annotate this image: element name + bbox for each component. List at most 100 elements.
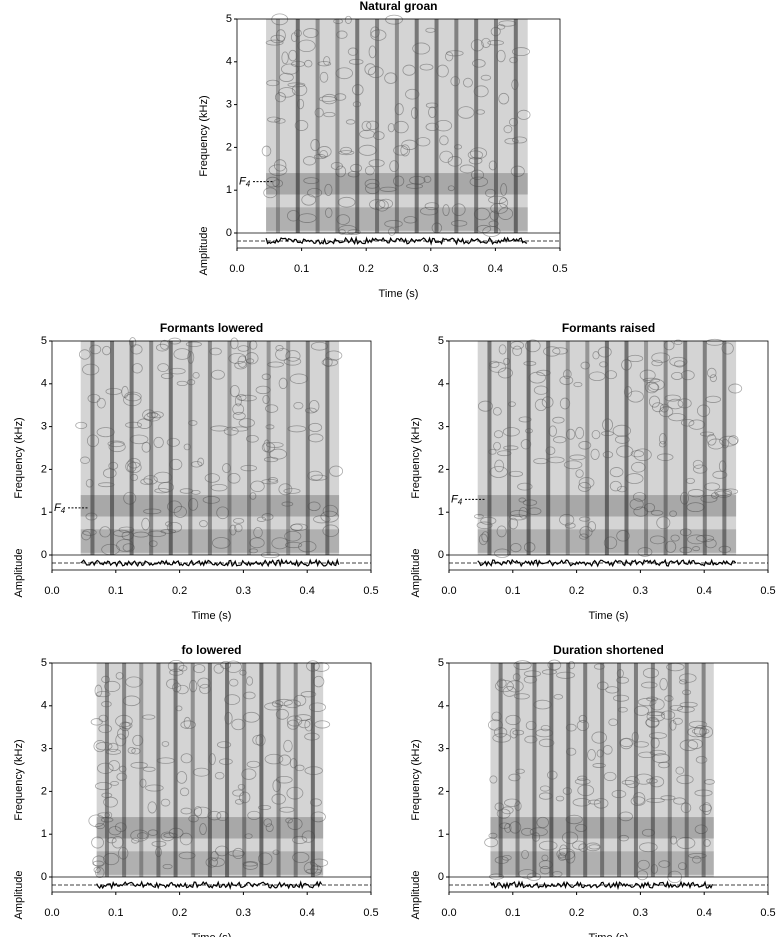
- texture-blob: [271, 537, 289, 550]
- texture-blob: [106, 837, 117, 844]
- texture-blob: [110, 780, 119, 786]
- texture-blob: [229, 678, 239, 687]
- texture-blob: [325, 350, 343, 361]
- texture-blob: [592, 351, 600, 360]
- x-tick-label: 0.5: [760, 585, 775, 597]
- texture-blob: [265, 404, 279, 413]
- texture-blob: [637, 859, 650, 870]
- texture-blob: [314, 720, 331, 729]
- texture-blob: [712, 470, 728, 479]
- texture-blob: [512, 729, 525, 736]
- texture-blob: [647, 383, 660, 392]
- texture-blob: [151, 840, 167, 847]
- texture-blob: [621, 780, 635, 785]
- texture-blob: [373, 131, 385, 140]
- formant-band: [80, 529, 340, 553]
- texture-blob: [454, 144, 463, 150]
- texture-blob: [275, 698, 293, 706]
- texture-blob: [488, 832, 498, 839]
- texture-blob: [368, 45, 377, 59]
- texture-blob: [279, 72, 294, 82]
- striation: [434, 19, 439, 233]
- texture-blob: [673, 339, 683, 345]
- texture-blob: [237, 355, 247, 368]
- texture-blob: [262, 394, 270, 404]
- texture-blob: [306, 660, 320, 672]
- texture-blob: [500, 183, 508, 196]
- texture-blob: [142, 714, 156, 720]
- texture-blob: [511, 79, 519, 90]
- striation: [305, 341, 310, 555]
- y-tick-label: 1: [41, 828, 47, 840]
- texture-blob: [364, 165, 375, 176]
- texture-blob: [565, 814, 583, 825]
- texture-blob: [244, 833, 253, 839]
- texture-blob: [488, 220, 499, 227]
- texture-blob: [93, 866, 101, 873]
- texture-blob: [127, 747, 136, 754]
- texture-blob: [285, 541, 303, 549]
- texture-blob: [504, 137, 519, 145]
- texture-blob: [436, 64, 449, 78]
- texture-blob: [169, 668, 184, 676]
- texture-blob: [79, 349, 91, 360]
- texture-blob: [510, 341, 525, 350]
- texture-blob: [361, 120, 372, 132]
- texture-blob: [490, 26, 501, 37]
- texture-blob: [278, 377, 288, 390]
- texture-blob: [442, 204, 450, 217]
- texture-blob: [634, 773, 654, 785]
- x-axis-label: Time (s): [589, 932, 629, 937]
- texture-blob: [359, 129, 375, 139]
- signal-extent: [266, 19, 528, 233]
- texture-blob: [300, 691, 317, 698]
- texture-blob: [405, 88, 420, 100]
- annotation-subscript: 4: [246, 180, 251, 189]
- texture-blob: [154, 488, 170, 494]
- texture-blob: [160, 798, 171, 807]
- texture-blob: [428, 106, 437, 118]
- texture-blob: [213, 663, 224, 674]
- texture-blob: [629, 498, 644, 511]
- striation: [247, 341, 252, 555]
- texture-blob: [575, 469, 584, 478]
- x-tick-label: 0.4: [697, 907, 712, 919]
- texture-blob: [565, 723, 577, 732]
- texture-blob: [204, 473, 220, 483]
- y-tick-label: 5: [438, 657, 444, 669]
- texture-blob: [216, 506, 230, 520]
- texture-blob: [208, 753, 216, 766]
- texture-blob: [580, 361, 591, 370]
- texture-blob: [494, 459, 505, 473]
- texture-blob: [525, 339, 541, 353]
- texture-blob: [111, 836, 124, 849]
- texture-blob: [163, 832, 178, 839]
- waveform: [477, 558, 737, 568]
- texture-blob: [535, 728, 554, 738]
- texture-blob: [504, 798, 521, 807]
- texture-blob: [627, 354, 644, 363]
- texture-blob: [337, 196, 356, 208]
- x-tick-label: 0.1: [505, 907, 520, 919]
- texture-blob: [257, 804, 272, 811]
- texture-blob: [728, 383, 743, 394]
- striation: [617, 663, 622, 877]
- texture-blob: [501, 806, 514, 815]
- texture-blob: [424, 202, 440, 211]
- texture-blob: [402, 64, 416, 76]
- texture-blob: [553, 436, 567, 444]
- texture-blob: [669, 719, 677, 731]
- texture-blob: [294, 119, 309, 131]
- y-tick-label: 3: [226, 99, 232, 111]
- texture-blob: [161, 741, 170, 747]
- texture-blob: [536, 816, 549, 829]
- striation: [310, 663, 315, 877]
- texture-blob: [125, 421, 142, 429]
- texture-blob: [434, 119, 453, 132]
- texture-blob: [243, 691, 256, 700]
- striation: [684, 663, 689, 877]
- texture-blob: [524, 735, 538, 744]
- texture-blob: [509, 728, 518, 739]
- texture-blob: [533, 699, 552, 710]
